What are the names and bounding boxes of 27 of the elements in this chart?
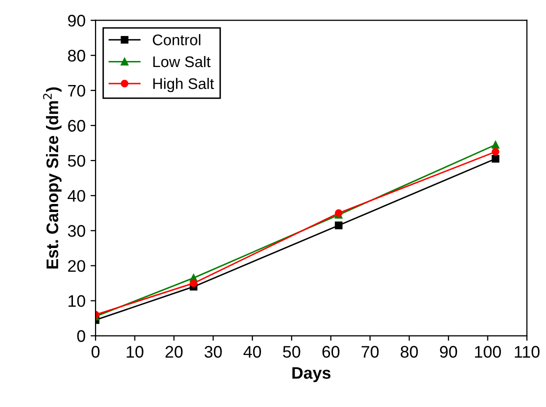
x-tick-label: 10: [126, 346, 144, 358]
y-axis-title: Est. Canopy Size (dm$^{2}$): [43, 87, 62, 269]
y-tick-label: 30: [68, 225, 86, 237]
y-tick-label: 70: [68, 84, 86, 97]
x-tick-label: 0: [92, 346, 100, 358]
y-tick-label: 60: [68, 120, 86, 132]
legend-label: Control: [152, 34, 200, 46]
x-tick-label: 40: [244, 346, 262, 358]
y-tick-label: 90: [68, 14, 86, 27]
x-tick-label: 60: [322, 346, 340, 358]
x-tick-label: 20: [166, 346, 183, 358]
y-tick-label: 20: [68, 260, 86, 272]
y-tick-label: 80: [68, 50, 86, 62]
x-axis-title: Days: [292, 367, 330, 382]
x-tick-label: 100: [475, 346, 501, 358]
y-tick-label: 0: [77, 330, 86, 342]
legend-label: High Salt: [153, 78, 214, 92]
y-tick-label: 10: [68, 295, 86, 307]
x-tick-label: 110: [514, 346, 540, 358]
legend-label: Low Salt: [153, 56, 211, 68]
x-tick-label: 80: [400, 346, 418, 358]
x-tick-label: 90: [440, 346, 458, 358]
x-tick-label: 30: [204, 346, 222, 358]
y-tick-label: 50: [68, 154, 86, 167]
x-tick-label: 50: [283, 346, 300, 358]
y-tick-label: 40: [68, 190, 86, 202]
x-tick-label: 70: [362, 346, 379, 358]
